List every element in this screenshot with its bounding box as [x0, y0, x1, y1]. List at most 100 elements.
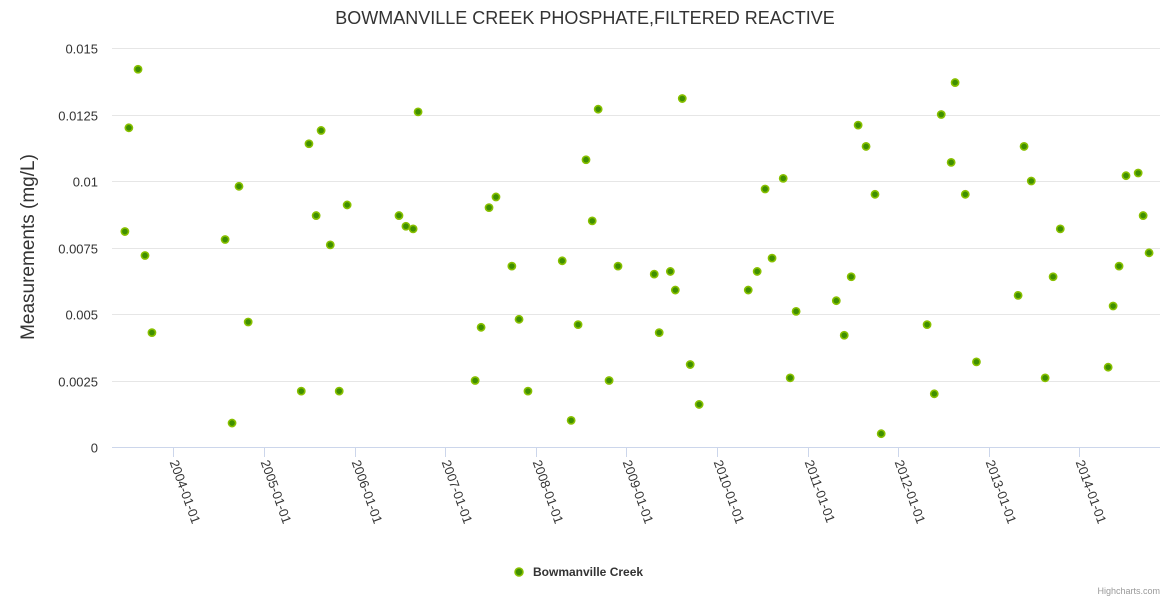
data-point[interactable]	[1013, 290, 1023, 300]
x-tick-label: 2012-01-01	[892, 458, 929, 526]
x-axis: 2004-01-01 2005-01-01 2006-01-01 2007-01-01…	[112, 447, 1160, 526]
chart-title: BOWMANVILLE CREEK PHOSPHATE,FILTERED REA…	[335, 8, 834, 28]
data-point[interactable]	[413, 107, 423, 117]
data-point[interactable]	[566, 415, 576, 425]
data-point[interactable]	[491, 192, 501, 202]
data-point[interactable]	[316, 126, 326, 135]
data-point[interactable]	[1026, 176, 1036, 186]
data-point[interactable]	[922, 320, 932, 330]
data-point[interactable]	[831, 296, 841, 306]
y-axis-title: Measurements (mg/L)	[18, 154, 39, 340]
data-point[interactable]	[1055, 224, 1065, 234]
data-point[interactable]	[523, 386, 533, 396]
data-point[interactable]	[752, 267, 762, 276]
data-point[interactable]	[1048, 272, 1058, 282]
data-point[interactable]	[581, 155, 591, 165]
data-point[interactable]	[677, 94, 687, 103]
data-point[interactable]	[243, 317, 253, 327]
legend-label: Bowmanville Creek	[533, 565, 643, 579]
data-point[interactable]	[227, 418, 237, 428]
data-point[interactable]	[685, 360, 695, 369]
x-tick-label: 2009-01-01	[620, 458, 657, 526]
data-point[interactable]	[304, 139, 314, 149]
data-point[interactable]	[514, 314, 524, 324]
y-tick-label: 0	[91, 441, 98, 456]
x-tick-label: 2007-01-01	[439, 458, 476, 526]
legend-marker-icon	[514, 567, 524, 577]
data-point[interactable]	[946, 157, 956, 167]
data-point[interactable]	[401, 221, 411, 231]
data-point[interactable]	[1040, 373, 1050, 383]
data-point[interactable]	[1108, 301, 1118, 311]
x-tick-label: 2014-01-01	[1073, 458, 1110, 526]
y-tick-label: 0.01	[73, 175, 98, 190]
data-point[interactable]	[587, 216, 597, 226]
data-point[interactable]	[760, 184, 770, 194]
data-point[interactable]	[649, 269, 659, 279]
data-point[interactable]	[342, 200, 352, 210]
data-point[interactable]	[593, 104, 603, 114]
data-point[interactable]	[573, 320, 583, 330]
data-point[interactable]	[124, 123, 134, 133]
data-point[interactable]	[972, 357, 981, 367]
credits-link[interactable]: Highcharts.com	[1097, 586, 1160, 596]
y-tick-label: 0.015	[65, 42, 98, 57]
data-point[interactable]	[950, 78, 960, 87]
data-point[interactable]	[476, 322, 486, 332]
data-point[interactable]	[870, 189, 880, 199]
data-point[interactable]	[120, 227, 130, 236]
data-point[interactable]	[325, 240, 335, 250]
y-axis-ticks: 0 0.0025 0.005 0.0075 0.01 0.0125 0.015	[58, 42, 98, 456]
data-point[interactable]	[1144, 248, 1154, 258]
data-point[interactable]	[394, 211, 404, 220]
data-point[interactable]	[1138, 211, 1148, 220]
data-point[interactable]	[743, 285, 753, 295]
data-point[interactable]	[670, 285, 680, 295]
data-point[interactable]	[507, 261, 517, 271]
y-tick-label: 0.005	[65, 308, 98, 323]
x-tick-label: 2013-01-01	[983, 458, 1020, 526]
data-point[interactable]	[929, 389, 939, 399]
data-point[interactable]	[846, 272, 856, 282]
data-point[interactable]	[1103, 362, 1113, 372]
data-point[interactable]	[604, 376, 614, 385]
data-point[interactable]	[613, 261, 623, 271]
data-point[interactable]	[767, 253, 777, 263]
data-point[interactable]	[1114, 261, 1124, 271]
x-tick-label: 2011-01-01	[802, 458, 839, 525]
data-point[interactable]	[1133, 168, 1143, 178]
data-point[interactable]	[839, 330, 849, 340]
data-point[interactable]	[220, 235, 230, 244]
data-point[interactable]	[408, 224, 418, 234]
legend-item[interactable]: Bowmanville Creek	[514, 565, 643, 579]
data-point[interactable]	[133, 64, 143, 74]
data-point[interactable]	[234, 181, 244, 191]
data-point[interactable]	[960, 189, 970, 199]
data-point[interactable]	[1019, 142, 1029, 151]
data-point[interactable]	[311, 211, 321, 220]
data-point[interactable]	[665, 267, 675, 276]
data-point[interactable]	[557, 256, 567, 266]
data-point[interactable]	[791, 306, 801, 316]
data-point[interactable]	[694, 400, 704, 409]
data-point[interactable]	[484, 203, 494, 212]
data-point[interactable]	[778, 173, 788, 183]
x-tick-label: 2010-01-01	[711, 458, 748, 526]
y-tick-label: 0.0075	[58, 242, 98, 257]
data-point[interactable]	[654, 328, 664, 338]
x-tick-label: 2005-01-01	[258, 458, 295, 526]
data-point[interactable]	[936, 110, 946, 119]
y-tick-label: 0.0025	[58, 375, 98, 390]
data-point[interactable]	[853, 120, 863, 130]
data-point[interactable]	[876, 429, 886, 439]
data-point[interactable]	[147, 328, 157, 338]
data-point[interactable]	[470, 376, 480, 385]
x-tick-label: 2008-01-01	[530, 458, 567, 526]
data-point[interactable]	[296, 386, 306, 396]
data-point[interactable]	[1121, 171, 1131, 181]
data-point[interactable]	[334, 386, 344, 396]
data-point[interactable]	[785, 373, 795, 383]
data-point[interactable]	[140, 251, 150, 260]
data-point[interactable]	[861, 142, 871, 151]
